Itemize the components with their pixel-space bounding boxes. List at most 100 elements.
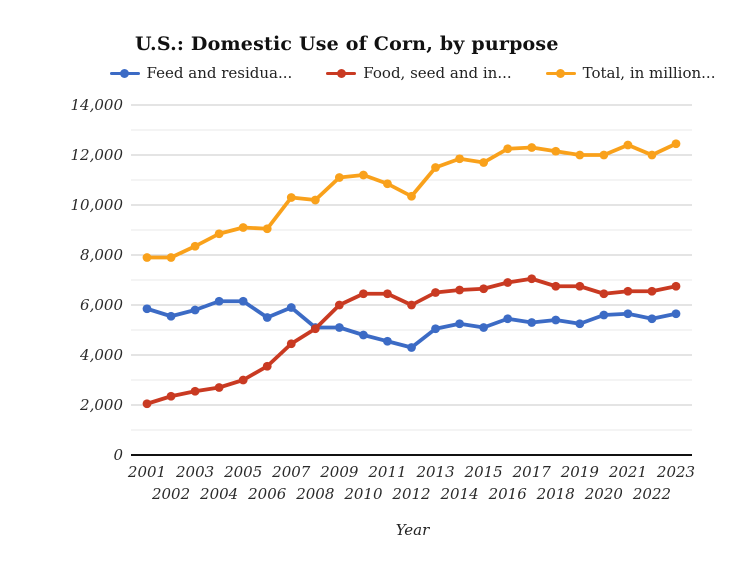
data-point-total-in-million <box>383 179 392 189</box>
data-point-total-in-million <box>262 224 272 234</box>
data-point-total-in-million <box>527 143 537 152</box>
data-point-feed-and-residua <box>262 313 272 322</box>
data-point-food-seed-and-in <box>479 284 489 294</box>
x-tick-label: 2011 <box>367 463 406 481</box>
data-point-feed-and-residua <box>455 319 464 329</box>
legend-item-food-seed[interactable]: Food, seed and in... <box>326 64 512 82</box>
data-point-food-seed-and-in <box>166 391 176 401</box>
data-point-feed-and-residua <box>503 314 513 324</box>
data-point-food-seed-and-in <box>455 285 464 295</box>
data-point-food-seed-and-in <box>238 375 248 385</box>
data-point-total-in-million <box>286 193 296 202</box>
x-tick-label: 2003 <box>175 463 214 481</box>
x-tick-label: 2005 <box>223 463 262 481</box>
data-point-feed-and-residua <box>575 319 585 329</box>
data-point-food-seed-and-in <box>407 300 416 310</box>
legend-item-feed[interactable]: Feed and residua... <box>109 64 293 82</box>
x-tick-label: 2001 <box>127 463 166 481</box>
data-point-food-seed-and-in <box>503 278 513 287</box>
data-point-food-seed-and-in <box>310 324 320 334</box>
data-point-total-in-million <box>166 253 176 262</box>
data-point-total-in-million <box>599 150 609 160</box>
data-point-feed-and-residua <box>359 330 368 340</box>
data-point-feed-and-residua <box>190 305 200 315</box>
x-tick-label: 2016 <box>488 485 528 503</box>
y-tick-label: 10,000 <box>71 196 124 214</box>
data-point-feed-and-residua <box>527 318 537 327</box>
data-point-total-in-million <box>334 173 344 182</box>
line-dot-marker-icon <box>109 68 140 78</box>
chart-title: U.S.: Domestic Use of Corn, by purpose <box>135 33 559 55</box>
data-point-food-seed-and-in <box>214 383 224 392</box>
x-tick-label: 2007 <box>271 463 311 481</box>
data-point-food-seed-and-in <box>599 289 609 299</box>
x-tick-label: 2017 <box>512 463 552 481</box>
x-tick-label: 2009 <box>319 463 359 481</box>
data-point-feed-and-residua <box>142 304 152 314</box>
data-point-feed-and-residua <box>166 311 176 321</box>
data-point-feed-and-residua <box>214 296 224 306</box>
data-point-food-seed-and-in <box>623 286 633 296</box>
y-tick-label: 12,000 <box>71 146 124 164</box>
x-tick-label: 2004 <box>199 485 238 503</box>
data-point-feed-and-residua <box>671 309 681 319</box>
x-axis-title: Year <box>395 521 430 539</box>
legend-label: Feed and residua... <box>146 64 293 82</box>
x-tick-label: 2021 <box>608 463 647 481</box>
data-point-total-in-million <box>238 223 248 232</box>
data-point-total-in-million <box>431 163 440 172</box>
data-point-feed-and-residua <box>383 336 392 346</box>
line-dot-marker-icon <box>545 68 576 78</box>
x-tick-label: 2014 <box>439 485 478 503</box>
legend-label: Total, in million... <box>582 64 716 82</box>
data-point-food-seed-and-in <box>334 300 344 310</box>
data-point-total-in-million <box>503 144 513 154</box>
x-tick-label: 2012 <box>391 485 430 503</box>
x-tick-label: 2013 <box>415 463 454 481</box>
data-point-total-in-million <box>407 191 416 201</box>
data-point-feed-and-residua <box>286 303 296 312</box>
data-point-total-in-million <box>455 154 464 164</box>
data-point-feed-and-residua <box>623 309 633 319</box>
data-point-total-in-million <box>190 241 200 251</box>
data-point-food-seed-and-in <box>262 361 272 371</box>
x-tick-label: 2008 <box>295 485 334 503</box>
legend-item-total[interactable]: Total, in million... <box>545 64 716 82</box>
x-tick-label: 2002 <box>151 485 190 503</box>
data-point-feed-and-residua <box>599 310 609 320</box>
x-tick-label: 2010 <box>343 485 383 503</box>
data-point-food-seed-and-in <box>190 386 200 396</box>
data-point-total-in-million <box>310 195 320 205</box>
x-tick-label: 2020 <box>584 485 624 503</box>
data-point-food-seed-and-in <box>551 281 561 291</box>
series-line-food-seed-and-in <box>145 276 678 406</box>
y-tick-label: 2,000 <box>79 396 123 414</box>
y-tick-label: 0 <box>113 446 123 464</box>
x-tick-label: 2019 <box>560 463 600 481</box>
data-point-total-in-million <box>647 150 657 160</box>
y-tick-label: 6,000 <box>80 296 123 314</box>
data-point-food-seed-and-in <box>527 274 537 284</box>
data-point-feed-and-residua <box>238 296 248 306</box>
data-point-total-in-million <box>575 150 585 160</box>
data-point-feed-and-residua <box>431 324 440 334</box>
data-point-total-in-million <box>671 139 681 149</box>
data-point-total-in-million <box>359 170 368 180</box>
data-point-food-seed-and-in <box>142 399 152 409</box>
data-point-feed-and-residua <box>479 323 489 332</box>
data-point-food-seed-and-in <box>431 288 440 297</box>
y-tick-label: 8,000 <box>80 246 123 264</box>
data-point-feed-and-residua <box>334 323 344 332</box>
data-point-feed-and-residua <box>551 315 561 325</box>
x-tick-label: 2022 <box>632 485 671 503</box>
x-tick-label: 2015 <box>464 463 503 481</box>
x-tick-label: 2006 <box>247 485 287 503</box>
x-tick-label: 2023 <box>656 463 695 481</box>
data-point-total-in-million <box>214 229 224 239</box>
data-point-feed-and-residua <box>407 343 416 352</box>
y-tick-label: 14,000 <box>71 96 124 114</box>
line-dot-marker-icon <box>326 68 357 78</box>
data-point-total-in-million <box>551 146 561 156</box>
